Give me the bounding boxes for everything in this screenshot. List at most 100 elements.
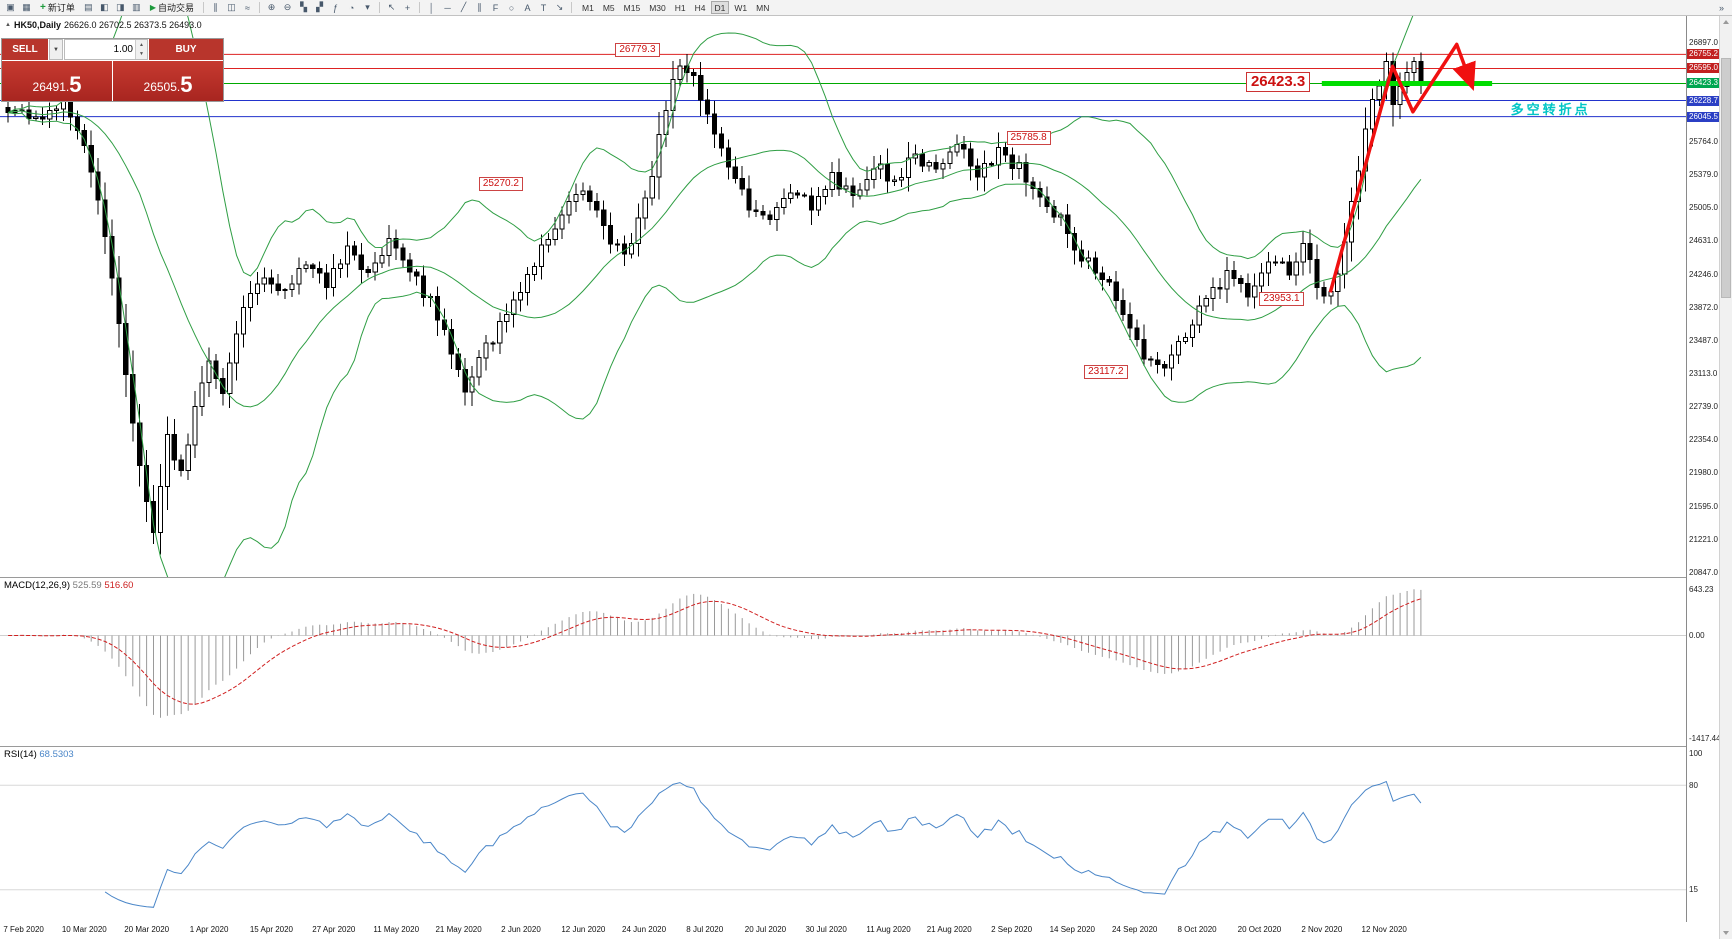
periods-icon[interactable]: ◔ bbox=[348, 2, 355, 13]
timeframe-m5[interactable]: M5 bbox=[599, 1, 619, 14]
buy-order-type-button[interactable]: BUY bbox=[149, 39, 223, 60]
toolbar-separator bbox=[259, 2, 261, 13]
horizontal-line-icon[interactable]: ─ bbox=[444, 2, 451, 13]
sell-button[interactable]: 26491. 5 bbox=[2, 61, 112, 101]
price-axis-badge: 26045.5 bbox=[1687, 111, 1719, 122]
price-axis-badge: 26755.2 bbox=[1687, 49, 1719, 60]
date-axis-label: 11 May 2020 bbox=[373, 925, 420, 934]
crosshair-icon[interactable]: + bbox=[404, 2, 411, 13]
panel-separator[interactable] bbox=[0, 577, 1719, 578]
price-axis-tick: 21595.0 bbox=[1689, 501, 1718, 511]
vertical-scrollbar[interactable] bbox=[1719, 16, 1732, 939]
label-icon[interactable]: T bbox=[540, 2, 547, 13]
toolbar: ▣ ▦ + 新订单 ▤ ◧ ◨ ▥ ▶ 自动交易 ∥ ◫ ≈ ⊕ ⊖ ▚ ▞ ƒ ◔ ▾ ↖ + │ ─… bbox=[0, 0, 1732, 16]
date-axis-label: 1 Apr 2020 bbox=[189, 925, 229, 934]
volume-increase-button[interactable]: ▲ bbox=[136, 40, 147, 50]
arrow-tool-icon[interactable]: ↘ bbox=[555, 2, 564, 12]
new-order-button[interactable]: + 新订单 bbox=[35, 1, 80, 14]
channel-icon[interactable]: ∥ bbox=[477, 2, 482, 12]
volume-decrease-button[interactable]: ▼ bbox=[136, 49, 147, 59]
date-axis-label: 8 Jul 2020 bbox=[686, 925, 724, 934]
play-icon: ▶ bbox=[149, 3, 157, 12]
price-axis-tick: 20847.0 bbox=[1689, 567, 1718, 577]
line-chart-icon[interactable]: ≈ bbox=[245, 2, 250, 13]
chart-window[interactable]: 26779.3 26423.3 25785.8 25270.2 23953.1 23117… bbox=[0, 16, 1732, 939]
buy-price: 26505. bbox=[143, 80, 181, 94]
price-axis-tick: 22354.0 bbox=[1689, 435, 1718, 445]
ellipse-icon[interactable]: ○ bbox=[508, 2, 515, 13]
fibonacci-icon[interactable]: F bbox=[492, 2, 499, 13]
cursor-icon[interactable]: ↖ bbox=[387, 2, 396, 12]
date-axis-label: 2 Nov 2020 bbox=[1301, 925, 1343, 934]
one-click-trading-panel: SELL ▼ ▲ ▼ BUY 26491.5 26505.5 bbox=[1, 38, 224, 102]
auto-trading-button[interactable]: ▶ 自动交易 bbox=[145, 1, 199, 14]
timeframe-switcher: M1 M5 M15 M30 H1 H4 D1 W1 MN bbox=[578, 1, 773, 14]
new-chart-icon[interactable]: ▣ bbox=[6, 2, 15, 12]
toolbar-separator bbox=[379, 2, 381, 13]
timeframe-m15[interactable]: M15 bbox=[620, 1, 645, 14]
price-axis-tick: 26897.0 bbox=[1689, 37, 1718, 47]
timeframe-h1[interactable]: H1 bbox=[671, 1, 690, 14]
data-window-icon[interactable]: ◧ bbox=[100, 2, 109, 12]
trendline-icon[interactable]: ╱ bbox=[460, 2, 467, 12]
main-chart-canvas[interactable] bbox=[0, 16, 1686, 577]
timeframe-w1[interactable]: W1 bbox=[730, 1, 751, 14]
date-axis-label: 15 Apr 2020 bbox=[249, 925, 294, 934]
timeframe-d1[interactable]: D1 bbox=[710, 1, 730, 14]
toolbar-more-icon[interactable]: » bbox=[1718, 2, 1724, 13]
rsi-axis-tick: 15 bbox=[1689, 885, 1698, 895]
cascade-windows-icon[interactable]: ▞ bbox=[316, 2, 323, 12]
scroll-up-icon[interactable] bbox=[1723, 20, 1729, 24]
date-axis-label: 11 Aug 2020 bbox=[866, 925, 911, 934]
price-axis-tick: 23487.0 bbox=[1689, 336, 1718, 346]
date-axis: 7 Feb 2020 10 Mar 2020 20 Mar 2020 1 Apr 20… bbox=[0, 922, 1686, 939]
price-axis-tick: 25764.0 bbox=[1689, 136, 1718, 146]
price-axis-tick: 23872.0 bbox=[1689, 302, 1718, 312]
rsi-panel[interactable] bbox=[0, 747, 1686, 922]
scrollbar-thumb[interactable] bbox=[1721, 58, 1731, 298]
zoom-out-icon[interactable]: ⊖ bbox=[283, 2, 292, 12]
price-axis-tick: 21980.0 bbox=[1689, 468, 1718, 478]
sell-price: 26491. bbox=[32, 80, 70, 94]
timeframe-m30[interactable]: M30 bbox=[645, 1, 670, 14]
date-axis-label: 14 Sep 2020 bbox=[1049, 925, 1095, 934]
text-icon[interactable]: A bbox=[524, 2, 531, 13]
tile-windows-icon[interactable]: ▚ bbox=[300, 2, 307, 12]
timeframe-m1[interactable]: M1 bbox=[578, 1, 598, 14]
order-type-dropdown[interactable]: ▼ bbox=[49, 39, 63, 60]
rsi-axis-tick: 100 bbox=[1689, 748, 1703, 758]
price-axis-tick: 21221.0 bbox=[1689, 534, 1718, 544]
date-axis-label: 2 Sep 2020 bbox=[991, 925, 1033, 934]
market-watch-icon[interactable]: ▤ bbox=[84, 2, 93, 12]
timeframe-h4[interactable]: H4 bbox=[691, 1, 710, 14]
bar-chart-icon[interactable]: ∥ bbox=[213, 2, 218, 12]
rsi-label: RSI(14) 68.5303 bbox=[4, 749, 74, 760]
chart-profiles-icon[interactable]: ▦ bbox=[22, 2, 31, 12]
price-axis-badge: 26595.0 bbox=[1687, 63, 1719, 74]
toolbar-separator bbox=[203, 2, 205, 13]
scroll-down-icon[interactable] bbox=[1723, 931, 1729, 935]
date-axis-label: 12 Nov 2020 bbox=[1361, 925, 1407, 934]
price-axis-badge: 26423.3 bbox=[1687, 78, 1719, 89]
macd-panel[interactable] bbox=[0, 578, 1686, 746]
date-axis-label: 24 Jun 2020 bbox=[622, 925, 667, 934]
zoom-in-icon[interactable]: ⊕ bbox=[267, 2, 276, 12]
macd-axis-tick: 0.00 bbox=[1689, 631, 1705, 640]
macd-axis-tick: 643.23 bbox=[1689, 584, 1714, 594]
volume-field: ▲ ▼ bbox=[64, 39, 148, 60]
candlestick-chart-icon[interactable]: ◫ bbox=[227, 2, 236, 12]
terminal-icon[interactable]: ▥ bbox=[132, 2, 141, 12]
navigator-icon[interactable]: ◨ bbox=[116, 2, 125, 12]
date-axis-label: 21 Aug 2020 bbox=[926, 925, 972, 934]
timeframe-mn[interactable]: MN bbox=[752, 1, 773, 14]
sell-order-type-button[interactable]: SELL bbox=[2, 39, 48, 60]
templates-icon[interactable]: ▾ bbox=[365, 2, 370, 12]
volume-input[interactable] bbox=[65, 40, 135, 59]
indicators-icon[interactable]: ƒ bbox=[333, 2, 339, 13]
panel-separator[interactable] bbox=[0, 746, 1719, 747]
vertical-line-icon[interactable]: │ bbox=[428, 2, 435, 13]
price-axis-tick: 24246.0 bbox=[1689, 269, 1718, 279]
buy-button[interactable]: 26505. 5 bbox=[113, 61, 223, 101]
auto-trading-label: 自动交易 bbox=[158, 3, 195, 13]
price-axis-tick: 22739.0 bbox=[1689, 401, 1718, 411]
